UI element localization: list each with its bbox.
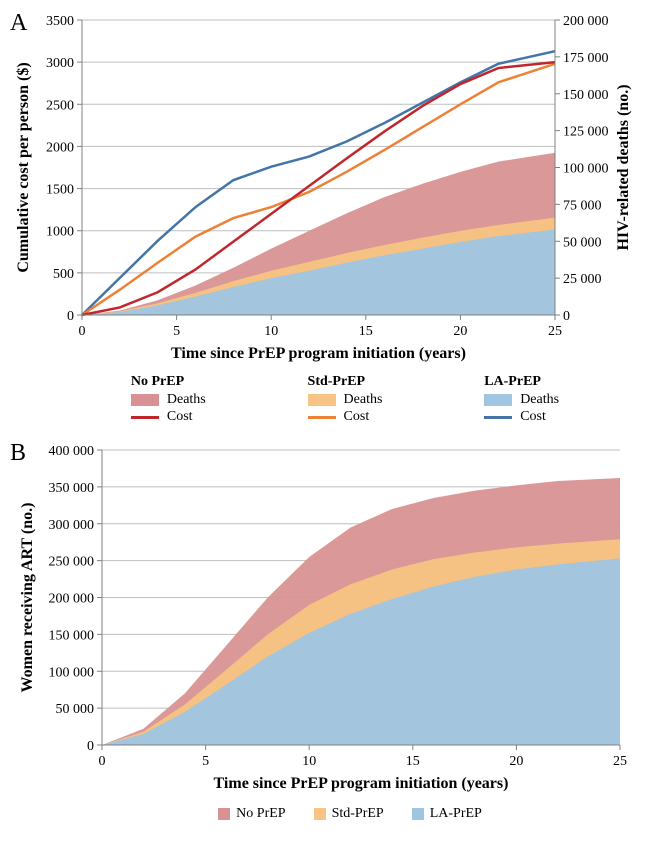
svg-text:10: 10 — [264, 324, 278, 339]
legend-row-line: Cost — [131, 409, 206, 425]
svg-text:0: 0 — [99, 754, 106, 769]
panel-b: B 0 5 10 15 20 25 0 50 000 100 000 150 000 200 000… — [10, 440, 640, 822]
panel-a: A 05101520250500100015002000250030003500… — [10, 10, 640, 430]
panel-a-label: A — [10, 10, 27, 37]
legend-row-area: Deaths — [131, 392, 206, 408]
svg-text:25: 25 — [613, 754, 627, 769]
area-swatch — [484, 394, 512, 406]
legend-header: Std-PrEP — [308, 374, 383, 390]
svg-text:5: 5 — [202, 754, 209, 769]
svg-text:HIV-related deaths (no.): HIV-related deaths (no.) — [615, 84, 632, 250]
legend-a: No PrEPDeathsCostStd-PrEPDeathsCostLA-Pr… — [10, 370, 640, 430]
legend-line-label: Cost — [167, 409, 193, 425]
chart-b-wrap: 0 5 10 15 20 25 0 50 000 100 000 150 000 200 000 25… — [10, 440, 640, 800]
legend-swatch — [314, 808, 326, 820]
legend-swatch — [412, 808, 424, 820]
svg-text:50 000: 50 000 — [563, 235, 602, 250]
svg-text:200 000: 200 000 — [563, 14, 609, 29]
svg-text:3500: 3500 — [46, 14, 74, 29]
legend-b: No PrEP Std-PrEP LA-PrEP — [10, 800, 640, 822]
legend-group: Std-PrEP DeathsCost — [308, 374, 383, 426]
legend-row-area: Deaths — [484, 392, 559, 408]
legend-area-label: Deaths — [520, 392, 559, 408]
svg-text:200 000: 200 000 — [49, 592, 95, 607]
chart-a-svg: 0510152025050010001500200025003000350002… — [10, 10, 640, 370]
svg-text:Cumulative cost per person ($: Cumulative cost per person ($) — [15, 62, 32, 272]
legend-line-label: Cost — [344, 409, 370, 425]
chart-a-wrap: 0510152025050010001500200025003000350002… — [10, 10, 640, 370]
svg-text:25: 25 — [548, 324, 562, 339]
svg-text:300 000: 300 000 — [49, 518, 95, 533]
legend-label: No PrEP — [236, 806, 285, 822]
svg-text:500: 500 — [53, 267, 74, 282]
svg-text:Time since PrEP program initia: Time since PrEP program initiation (year… — [214, 775, 509, 792]
svg-text:0: 0 — [563, 309, 570, 324]
legend-label: Std-PrEP — [332, 806, 384, 822]
svg-text:3000: 3000 — [46, 56, 74, 71]
legend-item: No PrEP — [218, 806, 285, 822]
area-swatch — [308, 394, 336, 406]
svg-text:350 000: 350 000 — [49, 481, 95, 496]
line-swatch — [308, 416, 336, 419]
svg-text:15: 15 — [406, 754, 420, 769]
svg-text:0: 0 — [79, 324, 86, 339]
legend-group: LA-PrEP DeathsCost — [484, 374, 559, 426]
legend-header: No PrEP — [131, 374, 206, 390]
svg-text:100 000: 100 000 — [49, 665, 95, 680]
svg-text:100 000: 100 000 — [563, 162, 609, 177]
legend-swatch — [218, 808, 230, 820]
svg-text:Time since PrEP program initia: Time since PrEP program initiation (year… — [171, 345, 466, 362]
chart-b-svg: 0 5 10 15 20 25 0 50 000 100 000 150 000 200 000 25… — [10, 440, 640, 800]
legend-row-area: Deaths — [308, 392, 383, 408]
svg-text:175 000: 175 000 — [563, 51, 609, 66]
svg-text:20: 20 — [453, 324, 467, 339]
svg-text:2500: 2500 — [46, 98, 74, 113]
svg-text:50 000: 50 000 — [56, 702, 95, 717]
panel-b-label: B — [10, 440, 26, 467]
svg-text:150 000: 150 000 — [563, 88, 609, 103]
svg-text:125 000: 125 000 — [563, 125, 609, 140]
legend-label: LA-PrEP — [430, 806, 482, 822]
svg-text:150 000: 150 000 — [49, 628, 95, 643]
svg-text:75 000: 75 000 — [563, 198, 602, 213]
legend-item: Std-PrEP — [314, 806, 384, 822]
svg-text:25 000: 25 000 — [563, 272, 602, 287]
svg-text:Women receiving ART (no.): Women receiving ART (no.) — [19, 503, 36, 693]
legend-item: LA-PrEP — [412, 806, 482, 822]
line-swatch — [131, 416, 159, 419]
svg-text:10: 10 — [302, 754, 316, 769]
svg-text:2000: 2000 — [46, 140, 74, 155]
legend-header: LA-PrEP — [484, 374, 559, 390]
svg-text:0: 0 — [87, 739, 94, 754]
svg-text:400 000: 400 000 — [49, 444, 95, 459]
svg-text:1000: 1000 — [46, 225, 74, 240]
area-swatch — [131, 394, 159, 406]
svg-text:5: 5 — [173, 324, 180, 339]
svg-text:0: 0 — [67, 309, 74, 324]
legend-area-label: Deaths — [167, 392, 206, 408]
legend-row-line: Cost — [484, 409, 559, 425]
legend-row-line: Cost — [308, 409, 383, 425]
legend-line-label: Cost — [520, 409, 546, 425]
legend-group: No PrEP DeathsCost — [131, 374, 206, 426]
svg-text:250 000: 250 000 — [49, 555, 95, 570]
svg-text:15: 15 — [359, 324, 373, 339]
svg-text:20: 20 — [509, 754, 523, 769]
legend-area-label: Deaths — [344, 392, 383, 408]
line-swatch — [484, 416, 512, 419]
svg-text:1500: 1500 — [46, 183, 74, 198]
